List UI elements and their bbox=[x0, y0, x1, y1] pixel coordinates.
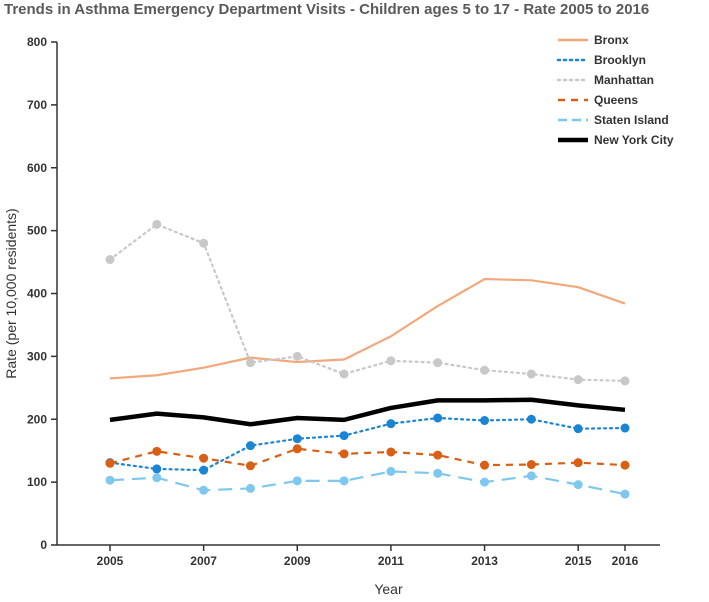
data-point-staten-island bbox=[152, 473, 162, 483]
data-point-manhattan bbox=[433, 358, 443, 368]
y-tick-label: 300 bbox=[27, 349, 47, 363]
data-point-staten-island bbox=[573, 480, 583, 490]
legend-label: New York City bbox=[594, 133, 674, 147]
x-tick-label: 2007 bbox=[190, 554, 217, 568]
data-point-staten-island bbox=[433, 468, 443, 478]
series-queens bbox=[105, 444, 630, 471]
x-tick-label: 2009 bbox=[284, 554, 311, 568]
data-point-queens bbox=[105, 458, 115, 468]
series-brooklyn bbox=[105, 413, 630, 475]
data-point-queens bbox=[526, 460, 536, 470]
data-point-brooklyn bbox=[152, 464, 162, 474]
x-tick-label: 2011 bbox=[378, 554, 404, 568]
data-point-staten-island bbox=[386, 466, 396, 476]
series-bronx bbox=[109, 277, 626, 380]
data-point-staten-island bbox=[292, 476, 302, 486]
data-point-manhattan bbox=[199, 238, 209, 248]
data-point-staten-island bbox=[480, 477, 490, 487]
data-point-staten-island bbox=[526, 471, 536, 481]
y-tick-label: 200 bbox=[27, 412, 47, 426]
data-point-brooklyn bbox=[245, 441, 255, 451]
y-axis-title: Rate (per 10,000 residents) bbox=[3, 208, 19, 378]
legend-item-bronx: Bronx bbox=[558, 33, 629, 47]
data-point-brooklyn bbox=[620, 423, 630, 433]
legend-item-queens: Queens bbox=[558, 93, 638, 107]
data-point-staten-island bbox=[199, 485, 209, 495]
legend-item-manhattan: Manhattan bbox=[556, 73, 654, 87]
y-tick-label: 400 bbox=[27, 287, 47, 301]
data-point-queens bbox=[620, 460, 630, 470]
x-tick-label: 2016 bbox=[612, 554, 639, 568]
data-point-queens bbox=[386, 447, 396, 457]
legend-item-brooklyn: Brooklyn bbox=[556, 53, 646, 67]
data-point-manhattan bbox=[105, 255, 115, 265]
legend-label: Manhattan bbox=[594, 73, 654, 87]
y-tick-label: 100 bbox=[27, 475, 47, 489]
data-point-manhattan bbox=[245, 358, 255, 368]
data-point-manhattan bbox=[386, 356, 396, 366]
data-point-brooklyn bbox=[199, 465, 209, 475]
series-manhattan bbox=[105, 219, 630, 386]
y-tick-label: 800 bbox=[27, 35, 47, 49]
data-point-brooklyn bbox=[339, 431, 349, 441]
data-point-manhattan bbox=[292, 351, 302, 361]
series-line-brooklyn bbox=[108, 416, 627, 472]
y-tick-label: 500 bbox=[27, 224, 47, 238]
data-point-brooklyn bbox=[386, 419, 396, 429]
data-point-brooklyn bbox=[292, 434, 302, 444]
series-staten-island bbox=[105, 466, 630, 499]
legend-label: Staten Island bbox=[594, 113, 669, 127]
data-point-manhattan bbox=[152, 219, 162, 229]
data-point-staten-island bbox=[339, 476, 349, 486]
axes: 0 100 200 300 400 500 600 700 800 2005 2007 2009 201… bbox=[27, 35, 660, 568]
x-tick-label: 2013 bbox=[471, 554, 498, 568]
data-point-queens bbox=[292, 444, 302, 454]
series-layer bbox=[105, 219, 630, 499]
data-point-queens bbox=[152, 446, 162, 456]
data-point-brooklyn bbox=[526, 414, 536, 424]
series-line-queens bbox=[109, 447, 626, 467]
data-point-staten-island bbox=[105, 475, 115, 485]
y-tick-label: 700 bbox=[27, 98, 47, 112]
series-line-manhattan bbox=[108, 223, 627, 382]
series-new-york-city bbox=[109, 397, 626, 427]
legend-label: Queens bbox=[594, 93, 638, 107]
data-point-manhattan bbox=[573, 375, 583, 385]
y-tick-label: 0 bbox=[40, 538, 47, 552]
data-point-manhattan bbox=[620, 376, 630, 386]
legend-label: Bronx bbox=[594, 33, 629, 47]
x-tick-label: 2015 bbox=[565, 554, 592, 568]
legend-item-staten-island: Staten Island bbox=[558, 113, 669, 127]
data-point-brooklyn bbox=[433, 413, 443, 423]
legend-label: Brooklyn bbox=[594, 53, 646, 67]
y-tick-label: 600 bbox=[27, 161, 47, 175]
data-point-brooklyn bbox=[573, 424, 583, 434]
legend: Bronx Brooklyn Manhattan Queens Staten Islan… bbox=[556, 33, 674, 147]
data-point-brooklyn bbox=[480, 416, 490, 426]
data-point-queens bbox=[339, 449, 349, 459]
data-point-queens bbox=[480, 460, 490, 470]
series-line-staten-island bbox=[109, 470, 626, 496]
data-point-manhattan bbox=[526, 369, 536, 379]
chart-title: Trends in Asthma Emergency Department Vi… bbox=[4, 1, 650, 18]
data-point-manhattan bbox=[480, 365, 490, 375]
x-tick-label: 2005 bbox=[97, 554, 124, 568]
data-point-staten-island bbox=[245, 483, 255, 493]
data-point-queens bbox=[433, 450, 443, 460]
series-line-bronx bbox=[109, 277, 626, 380]
legend-item-new-york-city: New York City bbox=[558, 133, 674, 147]
data-point-queens bbox=[245, 461, 255, 471]
x-axis-title: Year bbox=[374, 581, 403, 597]
series-line-new-york-city bbox=[109, 397, 626, 427]
data-point-manhattan bbox=[339, 369, 349, 379]
data-point-queens bbox=[573, 458, 583, 468]
data-point-staten-island bbox=[620, 489, 630, 499]
data-point-queens bbox=[199, 453, 209, 463]
